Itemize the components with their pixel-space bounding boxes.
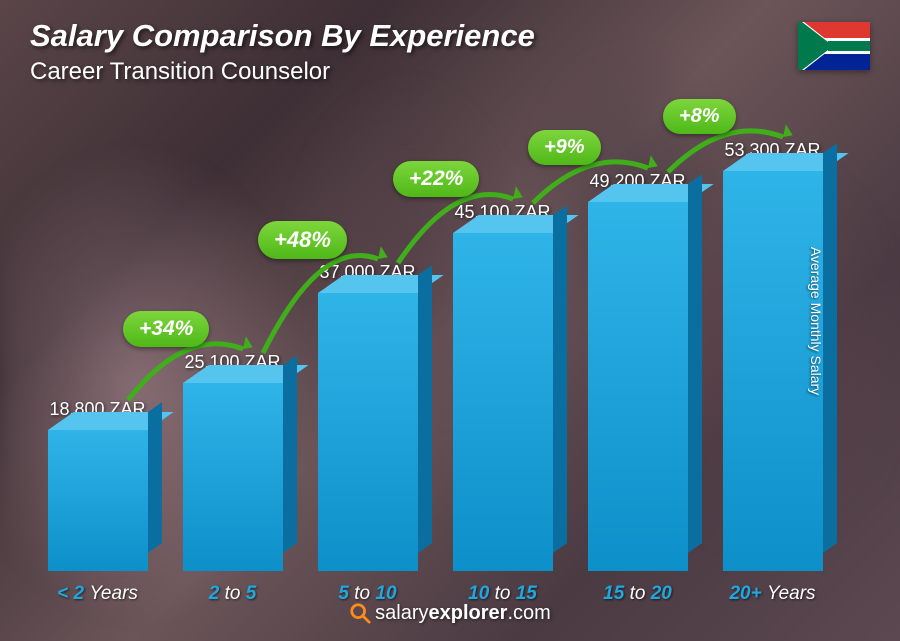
header: Salary Comparison By Experience Career T… xyxy=(30,18,870,86)
brand-salary: salary xyxy=(375,602,428,624)
bar xyxy=(183,383,283,571)
increase-badge: +9% xyxy=(528,130,601,165)
chart-subtitle: Career Transition Counselor xyxy=(30,58,870,86)
brand-logo: salaryexplorer.com xyxy=(349,602,551,625)
bar-group-2: 37,000 ZAR5 to 10 xyxy=(306,262,429,571)
chart-title: Salary Comparison By Experience xyxy=(30,18,870,54)
bar xyxy=(48,430,148,571)
bar-group-0: 18,800 ZAR< 2 Years xyxy=(36,399,159,571)
bar xyxy=(588,202,688,571)
bar-group-4: 49,200 ZAR15 to 20 xyxy=(576,171,699,571)
footer: salaryexplorer.com xyxy=(0,602,900,630)
brand-suffix: .com xyxy=(507,602,550,624)
increase-badge: +22% xyxy=(393,161,479,197)
y-axis-label: Average Monthly Salary xyxy=(808,246,824,394)
magnifier-icon xyxy=(349,602,371,624)
bar-group-3: 45,100 ZAR10 to 15 xyxy=(441,202,564,571)
brand-explorer: explorer xyxy=(429,602,508,624)
increase-badge: +48% xyxy=(258,221,347,259)
increase-badge: +34% xyxy=(123,311,209,347)
bar-group-1: 25,100 ZAR2 to 5 xyxy=(171,352,294,571)
flag-south-africa xyxy=(798,22,870,70)
increase-badge: +8% xyxy=(663,99,736,134)
bar xyxy=(318,293,418,571)
salary-bar-chart: 18,800 ZAR< 2 Years25,100 ZAR2 to 537,00… xyxy=(30,111,840,571)
bar xyxy=(453,233,553,571)
